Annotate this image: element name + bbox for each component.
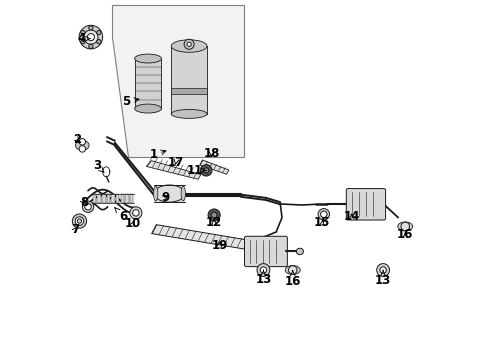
Bar (102, 194, 105, 203)
Circle shape (97, 30, 101, 35)
Circle shape (79, 146, 85, 152)
Text: 4: 4 (77, 32, 90, 45)
Text: 10: 10 (124, 217, 141, 230)
Circle shape (186, 42, 191, 46)
Ellipse shape (181, 186, 185, 201)
Text: 1: 1 (149, 148, 165, 162)
Text: 18: 18 (203, 147, 220, 160)
Text: 16: 16 (396, 228, 412, 241)
Ellipse shape (134, 104, 161, 113)
Circle shape (257, 264, 269, 276)
Bar (130, 194, 133, 203)
Circle shape (184, 39, 194, 49)
Circle shape (82, 201, 94, 212)
Text: 15: 15 (314, 216, 330, 229)
Text: 13: 13 (374, 270, 390, 287)
Text: 9: 9 (161, 191, 169, 204)
Text: 17: 17 (167, 156, 183, 168)
FancyBboxPatch shape (244, 236, 287, 267)
Text: 6: 6 (115, 208, 127, 223)
Polygon shape (146, 161, 201, 179)
Circle shape (317, 208, 329, 220)
Circle shape (79, 139, 85, 145)
Ellipse shape (134, 54, 161, 63)
Text: 7: 7 (71, 223, 80, 236)
Circle shape (77, 219, 81, 223)
Bar (97, 194, 101, 203)
Circle shape (260, 267, 266, 273)
Text: 19: 19 (211, 239, 227, 252)
Circle shape (211, 212, 217, 218)
Bar (171, 46, 206, 114)
Circle shape (87, 33, 94, 41)
Bar (93, 194, 96, 203)
Bar (171, 88, 206, 94)
Bar (111, 194, 115, 203)
Bar (116, 194, 119, 203)
Polygon shape (151, 225, 272, 253)
Text: 13: 13 (255, 270, 271, 286)
Text: 14: 14 (343, 210, 359, 223)
Circle shape (83, 30, 98, 44)
Bar (154, 185, 184, 202)
Bar (125, 194, 128, 203)
Circle shape (207, 209, 220, 221)
Text: 3: 3 (93, 159, 104, 172)
Circle shape (75, 217, 83, 225)
Ellipse shape (285, 266, 300, 274)
Ellipse shape (296, 248, 303, 255)
Text: 12: 12 (205, 216, 222, 229)
Ellipse shape (153, 186, 158, 201)
FancyBboxPatch shape (346, 189, 385, 220)
Polygon shape (112, 5, 244, 157)
Ellipse shape (397, 222, 412, 231)
Text: 5: 5 (122, 95, 139, 108)
Circle shape (88, 26, 93, 30)
Text: 16: 16 (284, 271, 300, 288)
Bar (134, 59, 161, 109)
Circle shape (288, 266, 296, 274)
Circle shape (320, 211, 326, 217)
Ellipse shape (171, 40, 206, 52)
Text: 8: 8 (80, 195, 88, 209)
Circle shape (379, 267, 386, 273)
Ellipse shape (154, 185, 184, 202)
Text: 2: 2 (74, 134, 81, 147)
Ellipse shape (75, 140, 89, 150)
Circle shape (81, 30, 85, 35)
Bar (121, 194, 124, 203)
Circle shape (97, 40, 101, 44)
Circle shape (203, 168, 208, 173)
Circle shape (72, 214, 86, 228)
Circle shape (88, 44, 93, 49)
Circle shape (132, 210, 139, 216)
Text: 11: 11 (187, 164, 206, 177)
Circle shape (84, 203, 91, 210)
Polygon shape (200, 160, 228, 174)
Bar (106, 194, 110, 203)
Circle shape (79, 25, 102, 49)
Circle shape (376, 264, 389, 276)
Circle shape (200, 165, 212, 176)
Ellipse shape (171, 109, 206, 118)
Circle shape (81, 40, 85, 44)
Circle shape (130, 207, 142, 219)
Circle shape (400, 222, 408, 231)
